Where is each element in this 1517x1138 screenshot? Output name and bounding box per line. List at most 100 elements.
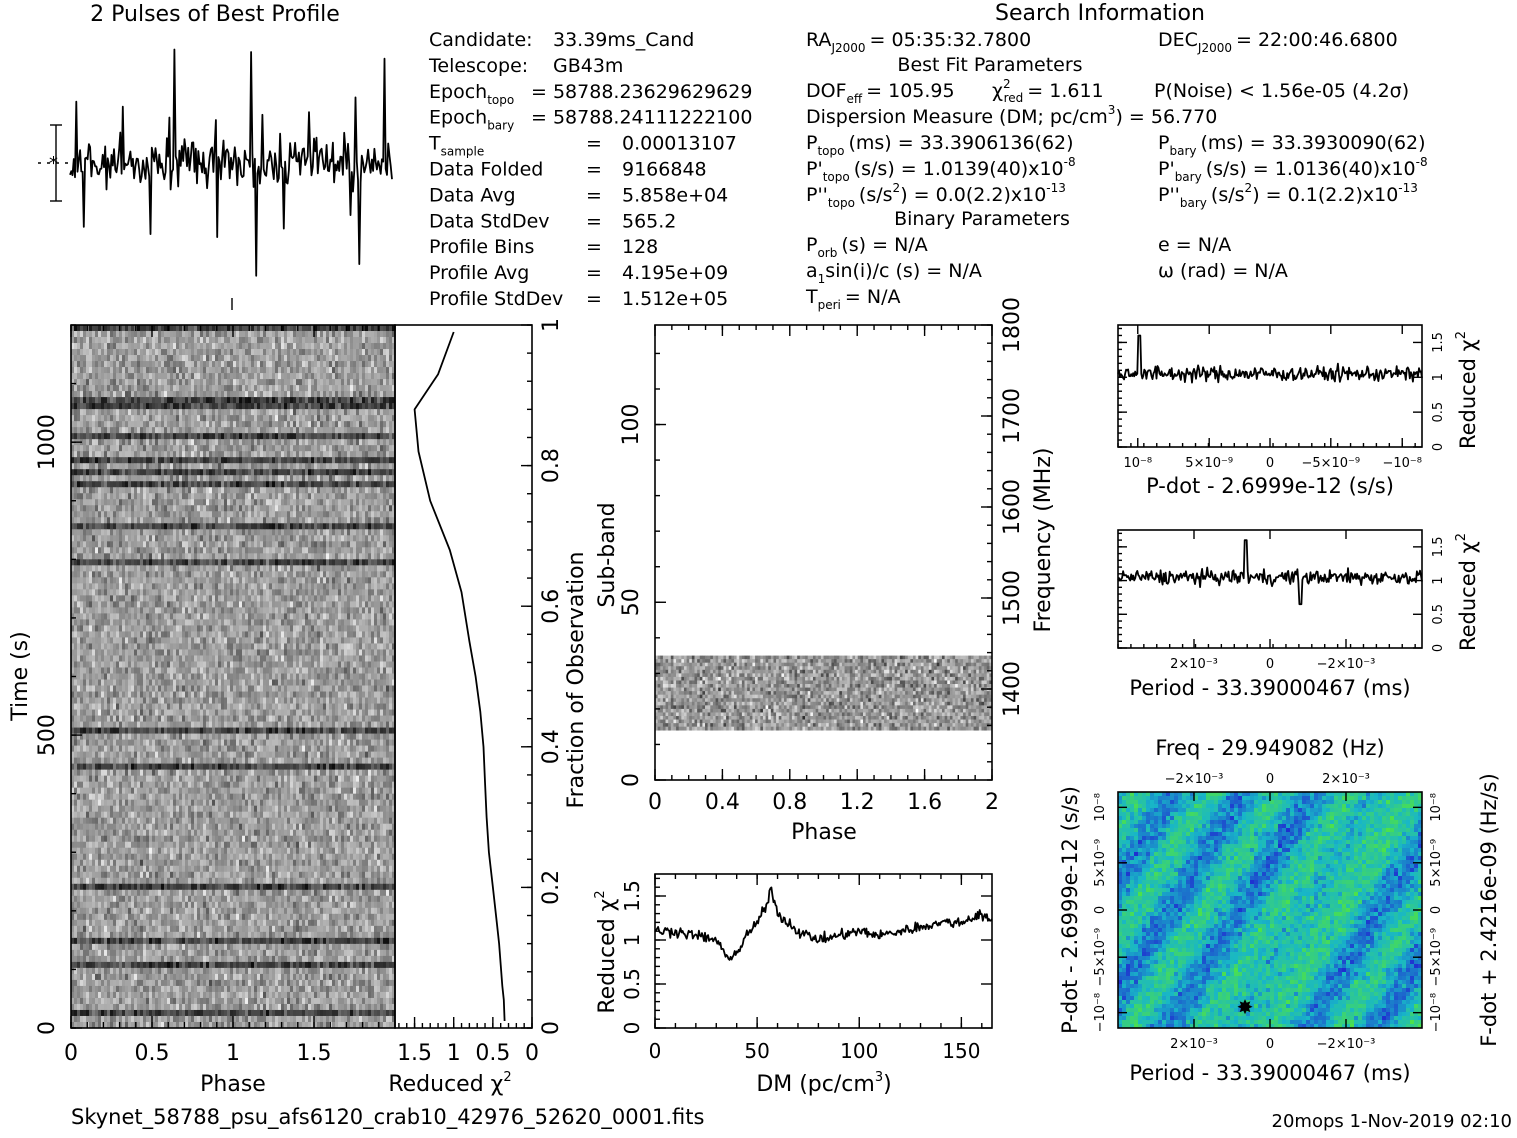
time-phase-cell [80,373,83,379]
time-phase-cell [209,469,212,475]
time-phase-cell [233,427,236,433]
time-phase-cell [239,589,242,595]
time-phase-cell [233,445,236,451]
time-phase-cell [110,379,113,385]
time-phase-cell [149,403,152,409]
time-phase-cell [191,355,194,361]
time-phase-cell [227,499,230,505]
time-phase-cell [359,475,362,481]
time-phase-cell [347,421,350,427]
time-phase-cell [293,427,296,433]
time-phase-cell [188,559,191,565]
time-phase-cell [224,565,227,571]
time-phase-cell [158,505,161,511]
time-phase-cell [284,421,287,427]
time-phase-cell [179,421,182,427]
time-phase-cell [197,349,200,355]
time-phase-cell [86,361,89,367]
time-phase-cell [176,355,179,361]
time-phase-cell [92,397,95,403]
time-phase-cell [338,577,341,583]
time-phase-cell [233,403,236,409]
time-phase-cell [164,517,167,523]
time-phase-cell [113,505,116,511]
time-phase-cell [179,337,182,343]
time-phase-cell [83,511,86,517]
time-phase-cell [269,511,272,517]
time-phase-cell [185,409,188,415]
time-phase-cell [149,349,152,355]
time-phase-cell [368,379,371,385]
time-phase-cell [200,481,203,487]
time-phase-cell [233,463,236,469]
time-phase-cell [197,427,200,433]
time-phase-cell [176,445,179,451]
time-phase-cell [86,523,89,529]
time-phase-cell [329,421,332,427]
time-phase-cell [143,397,146,403]
time-phase-cell [224,361,227,367]
time-phase-cell [221,541,224,547]
time-phase-cell [179,583,182,589]
time-phase-cell [305,571,308,577]
time-phase-cell [107,433,110,439]
time-phase-cell [119,589,122,595]
time-phase-cell [161,457,164,463]
time-phase-cell [341,475,344,481]
time-phase-cell [95,331,98,337]
time-phase-cell [143,517,146,523]
time-phase-cell [182,517,185,523]
time-phase-cell [338,355,341,361]
time-phase-cell [128,493,131,499]
time-phase-cell [221,481,224,487]
time-phase-cell [206,547,209,553]
time-phase-cell [176,559,179,565]
time-phase-cell [281,577,284,583]
time-phase-cell [80,475,83,481]
time-phase-cell [281,451,284,457]
time-phase-cell [272,493,275,499]
time-phase-cell [107,469,110,475]
time-phase-cell [350,337,353,343]
time-phase-cell [365,373,368,379]
time-phase-cell [203,493,206,499]
time-phase-cell [257,337,260,343]
time-phase-cell [332,331,335,337]
time-phase-cell [284,583,287,589]
time-phase-cell [86,427,89,433]
time-phase-cell [281,571,284,577]
time-phase-cell [188,373,191,379]
time-phase-cell [149,535,152,541]
time-phase-cell [347,325,350,331]
time-phase-cell [104,523,107,529]
time-phase-cell [335,331,338,337]
time-phase-cell [347,415,350,421]
time-phase-cell [149,397,152,403]
time-phase-cell [170,481,173,487]
time-phase-cell [260,331,263,337]
time-phase-cell [185,433,188,439]
time-phase-cell [140,487,143,493]
time-phase-cell [230,559,233,565]
time-phase-cell [257,481,260,487]
time-phase-cell [380,559,383,565]
time-phase-cell [227,565,230,571]
time-phase-cell [353,367,356,373]
time-phase-cell [197,487,200,493]
time-phase-cell [128,523,131,529]
time-phase-cell [140,511,143,517]
time-phase-cell [152,595,155,601]
time-phase-cell [305,463,308,469]
time-phase-cell [278,589,281,595]
time-phase-cell [113,397,116,403]
time-phase-cell [128,355,131,361]
time-phase-cell [368,487,371,493]
time-phase-cell [155,409,158,415]
time-phase-cell [260,577,263,583]
time-phase-cell [113,391,116,397]
time-phase-cell [290,475,293,481]
time-phase-cell [350,325,353,331]
time-phase-cell [215,463,218,469]
time-phase-cell [344,577,347,583]
time-phase-cell [209,403,212,409]
